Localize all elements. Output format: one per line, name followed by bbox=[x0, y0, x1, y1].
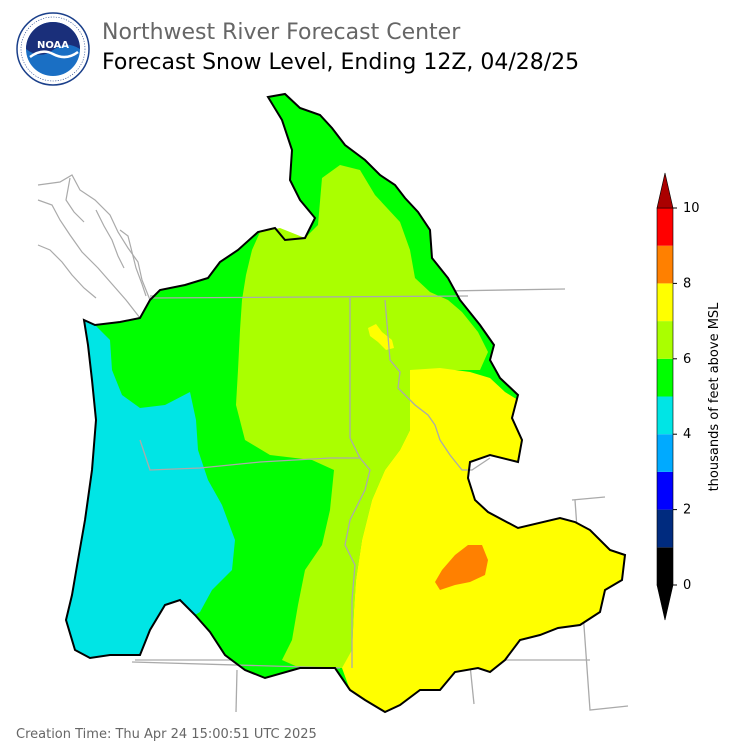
colorbar-bin-6 bbox=[657, 321, 673, 359]
colorbar-bin-4 bbox=[657, 396, 673, 435]
basin-yellow-region bbox=[342, 368, 625, 712]
colorbar-bin-5 bbox=[657, 358, 673, 397]
colorbar-tick-label-3: 6 bbox=[683, 352, 691, 367]
colorbar-tick-label-0: 0 bbox=[683, 578, 691, 593]
colorbar-bin-7 bbox=[657, 283, 673, 322]
colorbar-bin-9 bbox=[657, 208, 673, 246]
colorbar-bin-3 bbox=[657, 434, 673, 472]
basin-outline bbox=[64, 92, 627, 714]
creation-time: Creation Time: Thu Apr 24 15:00:51 UTC 2… bbox=[16, 727, 317, 742]
basin-orange-region bbox=[435, 545, 488, 590]
basin-cyan-region bbox=[66, 320, 235, 658]
colorbar-label: thousands of feet above MSL bbox=[707, 302, 722, 492]
colorbar-tick-label-5: 10 bbox=[683, 201, 700, 216]
colorbar-tick-label-1: 2 bbox=[683, 503, 691, 518]
agency-title: Northwest River Forecast Center bbox=[102, 20, 461, 45]
colorbar-bin-1 bbox=[657, 509, 673, 548]
colorbar-bin-0 bbox=[657, 547, 673, 585]
colorbar-bins bbox=[656, 207, 674, 586]
colorbar-over-triangle bbox=[656, 172, 674, 209]
colorbar: 0 2 4 6 8 10 thousands of feet above MSL bbox=[656, 172, 722, 621]
colorbar-tick-label-2: 4 bbox=[683, 427, 691, 442]
basin-yellow-patch bbox=[368, 324, 394, 350]
basin-lightgreen-region bbox=[236, 165, 488, 668]
colorbar-ticks: 0 2 4 6 8 10 bbox=[673, 201, 700, 593]
noaa-logo-text: NOAA bbox=[37, 40, 69, 51]
colorbar-bin-2 bbox=[657, 471, 673, 510]
colorbar-bin-8 bbox=[657, 245, 673, 284]
product-title: Forecast Snow Level, Ending 12Z, 04/28/2… bbox=[102, 50, 580, 75]
colorbar-under-triangle bbox=[656, 584, 674, 621]
noaa-logo: NOAA bbox=[16, 12, 90, 86]
colorbar-tick-label-4: 8 bbox=[683, 276, 691, 291]
